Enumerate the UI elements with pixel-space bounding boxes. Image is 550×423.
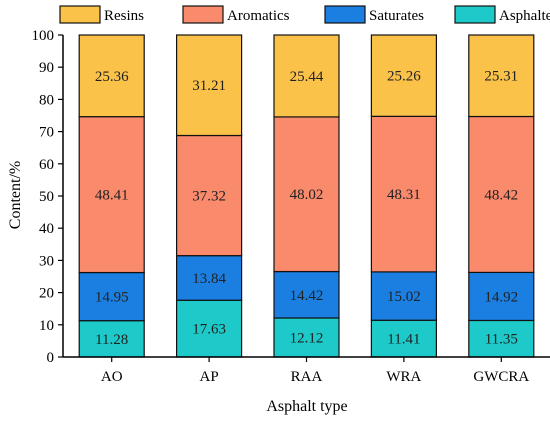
y-tick-label-0: 0 bbox=[47, 350, 55, 366]
bar-gwcra-saturates bbox=[468, 271, 535, 322]
bar-raa-aromatics bbox=[273, 116, 340, 273]
y-tick-label-90: 90 bbox=[39, 60, 54, 76]
bar-ap-aromatics bbox=[176, 134, 243, 257]
x-tick-label-ao: AO bbox=[101, 369, 123, 385]
data-label-raa-saturates: 14.42 bbox=[290, 288, 324, 304]
bar-gwcra-resins bbox=[468, 34, 535, 118]
bar-raa-saturates bbox=[273, 270, 340, 319]
bar-ap-resins bbox=[176, 34, 243, 137]
data-label-gwcra-saturates: 14.92 bbox=[484, 289, 518, 305]
bar-gwcra-asphaltenes bbox=[468, 319, 535, 358]
x-axis-title: Asphalt type bbox=[266, 398, 347, 415]
data-label-ao-asphaltenes: 11.28 bbox=[95, 332, 128, 348]
data-label-raa-aromatics: 48.02 bbox=[290, 187, 324, 203]
legend-swatch-saturates bbox=[324, 5, 366, 24]
y-tick-label-10: 10 bbox=[39, 318, 54, 334]
legend-swatch-aromatics bbox=[182, 5, 224, 24]
data-label-ap-aromatics: 37.32 bbox=[192, 189, 226, 205]
bar-wra-resins bbox=[370, 34, 437, 117]
bar-ao-saturates bbox=[78, 271, 145, 322]
legend-swatch-resins bbox=[59, 5, 101, 24]
bar-raa-resins bbox=[273, 34, 340, 118]
y-tick-label-30: 30 bbox=[39, 253, 54, 269]
data-label-ao-saturates: 14.95 bbox=[95, 290, 129, 306]
legend-swatch-asphaltenes bbox=[454, 5, 496, 24]
data-label-ao-aromatics: 48.41 bbox=[95, 188, 129, 204]
bar-gwcra-aromatics bbox=[468, 115, 535, 274]
bar-ao-asphaltenes bbox=[78, 320, 145, 358]
legend-label-asphaltenes: Asphaltenes bbox=[499, 8, 550, 24]
data-label-raa-resins: 25.44 bbox=[290, 69, 324, 85]
y-tick-label-100: 100 bbox=[32, 28, 55, 44]
bar-wra-aromatics bbox=[370, 115, 437, 273]
bar-ao-resins bbox=[78, 34, 145, 118]
y-tick-label-20: 20 bbox=[39, 286, 54, 302]
data-label-raa-asphaltenes: 12.12 bbox=[290, 330, 324, 346]
bar-ap-saturates bbox=[176, 255, 243, 301]
y-axis-title: Content/% bbox=[7, 161, 24, 229]
data-label-ao-resins: 25.36 bbox=[95, 69, 129, 85]
bars bbox=[78, 34, 535, 358]
legend: Resins Aromatics Saturates Asphaltenes bbox=[59, 5, 550, 24]
x-tick-label-raa: RAA bbox=[291, 369, 323, 385]
y-tick-label-70: 70 bbox=[39, 125, 54, 141]
data-label-ap-saturates: 13.84 bbox=[192, 271, 226, 287]
axes: 0 10 20 30 40 50 60 70 80 90 100 AO AP RAA WRA GWCRA bbox=[32, 28, 550, 385]
y-tick-label-40: 40 bbox=[39, 221, 54, 237]
legend-label-aromatics: Aromatics bbox=[227, 8, 290, 24]
data-label-wra-resins: 25.26 bbox=[387, 69, 421, 85]
x-tick-label-wra: WRA bbox=[386, 369, 421, 385]
x-tick-label-ap: AP bbox=[200, 369, 219, 385]
y-tick-label-60: 60 bbox=[39, 157, 54, 173]
data-labels: 11.28 14.95 48.41 25.36 17.63 13.84 37.32 31.21… bbox=[95, 69, 518, 348]
data-label-wra-aromatics: 48.31 bbox=[387, 187, 421, 203]
y-tick-label-50: 50 bbox=[39, 189, 54, 205]
data-label-ap-resins: 31.21 bbox=[192, 78, 226, 94]
data-label-gwcra-asphaltenes: 11.35 bbox=[485, 332, 518, 348]
data-label-wra-saturates: 15.02 bbox=[387, 289, 421, 305]
data-label-gwcra-resins: 25.31 bbox=[484, 69, 518, 85]
data-label-ap-asphaltenes: 17.63 bbox=[192, 322, 226, 338]
data-label-wra-asphaltenes: 11.41 bbox=[387, 332, 420, 348]
x-tick-label-gwcra: GWCRA bbox=[473, 369, 529, 385]
y-tick-label-80: 80 bbox=[39, 92, 54, 108]
data-label-gwcra-aromatics: 48.42 bbox=[484, 187, 518, 203]
legend-label-resins: Resins bbox=[104, 8, 144, 24]
legend-label-saturates: Saturates bbox=[369, 8, 424, 24]
